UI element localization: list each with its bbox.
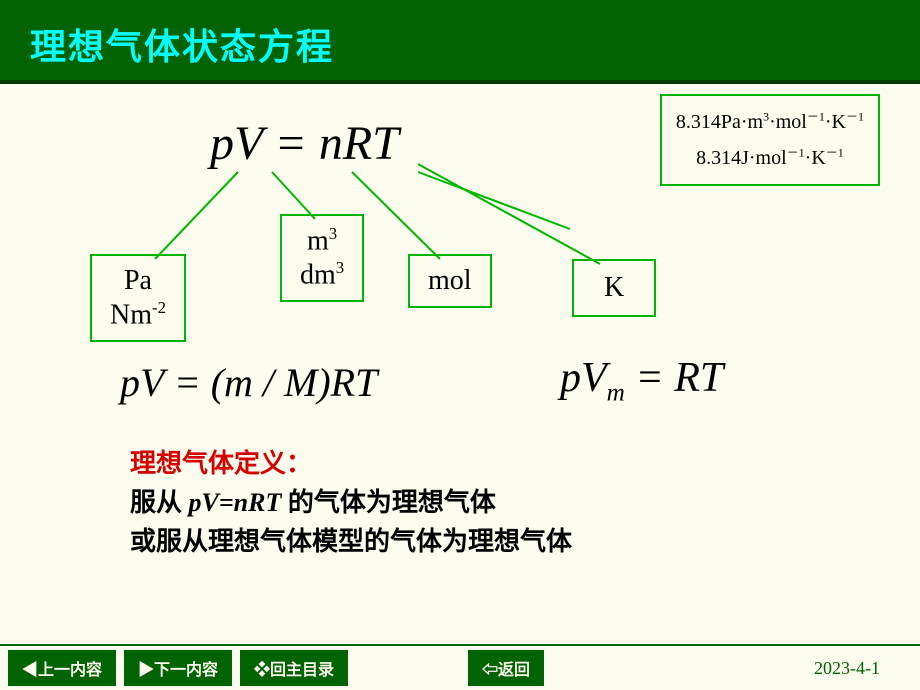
definition-line2: 或服从理想气体模型的气体为理想气体 bbox=[130, 522, 572, 561]
slide-content: pV = nRT 8.314Pa·m3·mol－1·K－1 8.314J·mol… bbox=[0, 84, 920, 644]
r-line1: 8.314Pa·m3·mol－1·K－1 bbox=[676, 104, 864, 140]
unit-box-mol: mol bbox=[408, 254, 492, 308]
footer-nav: ◀上一内容 ▶下一内容 ❖回主目录 ⇦返回 2023-4-1 bbox=[0, 644, 920, 690]
r-constant-box: 8.314Pa·m3·mol－1·K－1 8.314J·mol－1·K－1 bbox=[660, 94, 880, 186]
equation-mass: pV = (m / M)RT bbox=[120, 359, 377, 406]
home-button[interactable]: ❖回主目录 bbox=[240, 650, 348, 686]
definition-title: 理想气体定义： bbox=[130, 444, 572, 483]
unit-box-kelvin: K bbox=[572, 259, 656, 317]
equation-molar: pVm = RT bbox=[560, 354, 723, 407]
date-label: 2023-4-1 bbox=[814, 658, 880, 679]
slide-header: 理想气体状态方程 bbox=[0, 0, 920, 84]
definition-line1: 服从 pV=nRT 的气体为理想气体 bbox=[130, 483, 572, 522]
definition-block: 理想气体定义： 服从 pV=nRT 的气体为理想气体 或服从理想气体模型的气体为… bbox=[130, 444, 572, 561]
r-line2: 8.314J·mol－1·K－1 bbox=[676, 140, 864, 176]
next-button[interactable]: ▶下一内容 bbox=[124, 650, 232, 686]
equation-main: pV = nRT bbox=[210, 116, 399, 171]
unit-box-volume: m3 dm3 bbox=[280, 214, 364, 302]
slide-title: 理想气体状态方程 bbox=[30, 18, 890, 70]
back-button[interactable]: ⇦返回 bbox=[468, 650, 544, 686]
unit-box-pressure: Pa Nm-2 bbox=[90, 254, 186, 342]
prev-button[interactable]: ◀上一内容 bbox=[8, 650, 116, 686]
